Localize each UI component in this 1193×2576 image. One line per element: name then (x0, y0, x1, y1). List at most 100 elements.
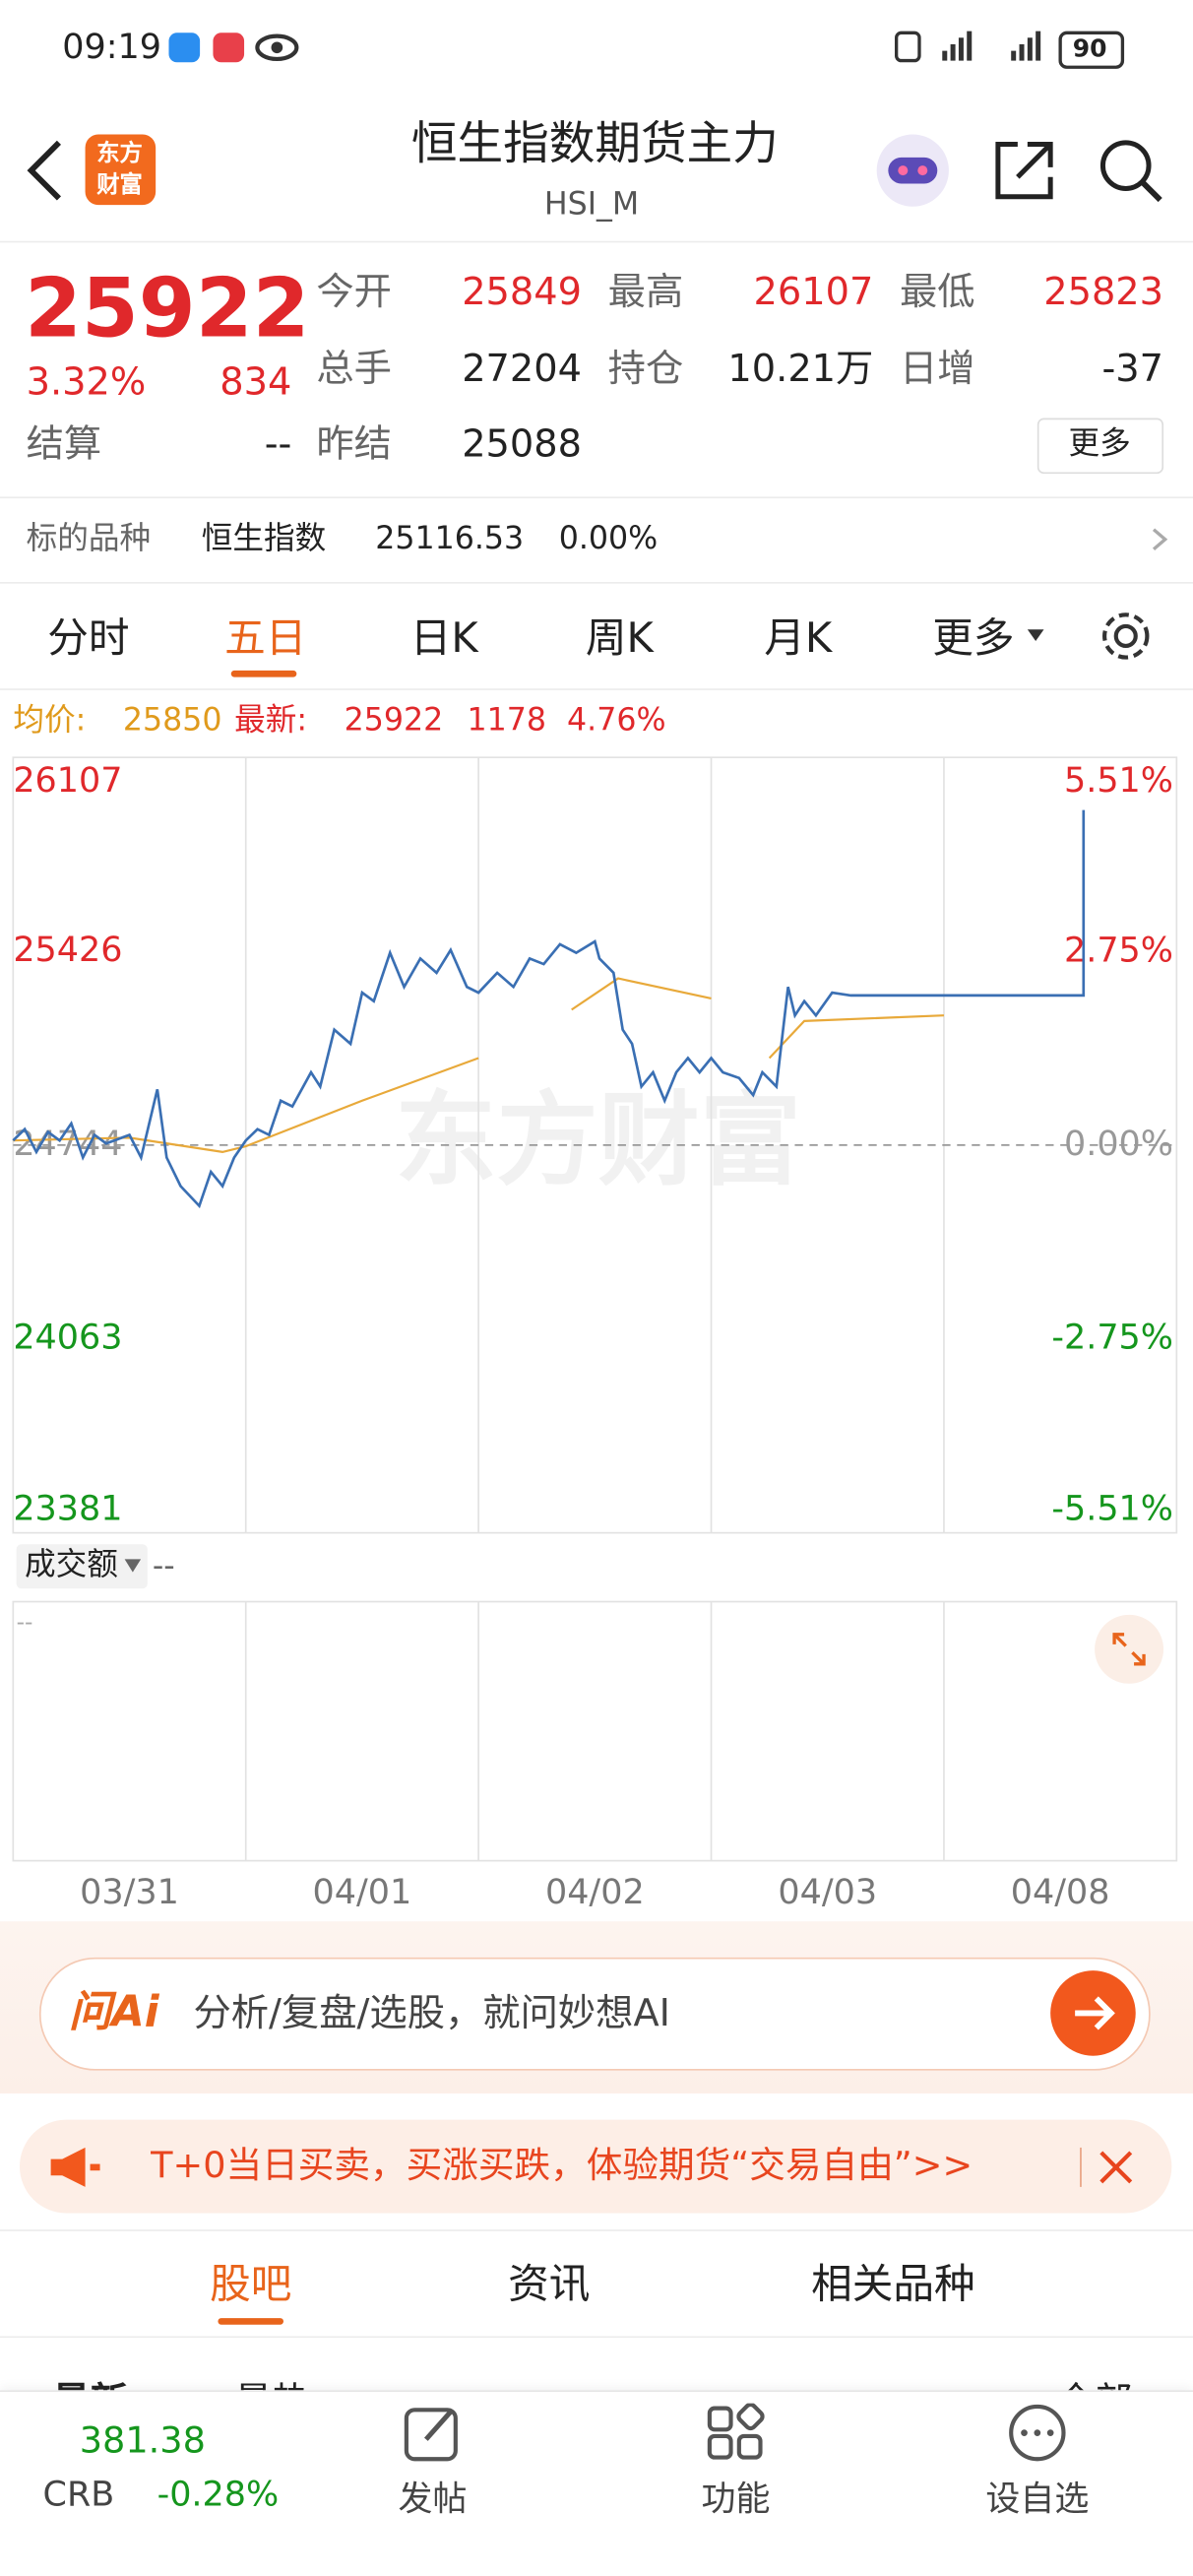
tab[interactable]: 更多 (932, 613, 1015, 662)
avg-price: 25850 (122, 702, 222, 740)
x-tick-label: 04/02 (545, 1873, 645, 1912)
expand-button[interactable] (1093, 1613, 1164, 1685)
nav-item[interactable]: 功能 (701, 2479, 771, 2520)
settings-button[interactable] (1097, 607, 1156, 666)
battery-level: 90 (1072, 33, 1107, 64)
underlying-name: 恒生指数 (201, 520, 327, 557)
ai-placeholder[interactable]: 分析/复盘/选股，就问妙想AI (193, 1992, 670, 2035)
divider (0, 582, 1193, 584)
field-value: 25823 (1043, 271, 1164, 314)
page-title: 恒生指数期货主力 (410, 116, 779, 171)
field-value: 27204 (462, 348, 583, 392)
latest-price: 25922 (344, 702, 444, 740)
divider (0, 240, 1193, 243)
eye-icon (255, 33, 299, 62)
separator (1080, 2147, 1082, 2187)
nav-item[interactable]: 设自选 (985, 2479, 1090, 2520)
ticker-change[interactable]: -0.28% (157, 2475, 280, 2515)
dropdown-arrow (1027, 629, 1044, 641)
dropdown-arrow (124, 1559, 142, 1573)
x-tick-label: 04/03 (778, 1873, 877, 1912)
function-icon[interactable] (707, 2403, 766, 2463)
status-time: 09:19 (62, 27, 162, 67)
underlying-change: 0.00% (558, 520, 659, 557)
tab-underline (218, 2318, 284, 2325)
tab[interactable]: 相关品种 (811, 2259, 975, 2308)
y2-tick-label: 0.00% (1064, 1125, 1173, 1164)
chevron[interactable] (1151, 526, 1170, 552)
close-button[interactable] (1098, 2150, 1134, 2186)
volume-axis-label: -- (16, 1609, 33, 1637)
field-label: 结算 (26, 423, 102, 467)
promo-text[interactable]: T+0当日买卖，买涨买跌，体验期货“交易自由”>> (151, 2146, 973, 2187)
nav-item[interactable]: 发帖 (398, 2479, 468, 2520)
signal-icons (894, 31, 1041, 63)
divider (0, 688, 1193, 690)
tab-underline (230, 670, 297, 677)
latest-pct: 4.76% (567, 702, 666, 740)
tab[interactable]: 资讯 (508, 2259, 591, 2308)
series-line (12, 809, 1086, 1209)
field-label: 最低 (899, 271, 975, 314)
logo-text: 财富 (96, 171, 143, 199)
y2-tick-label: -2.75% (1051, 1318, 1173, 1357)
field-label: 昨结 (316, 423, 392, 467)
x-tick-label: 04/08 (1011, 1873, 1110, 1912)
y-tick-label: 26107 (13, 761, 122, 801)
volume-frame (12, 1600, 1178, 1862)
tab[interactable]: 月K (764, 613, 833, 662)
y2-tick-label: 2.75% (1064, 931, 1173, 970)
tab-active[interactable]: 股吧 (210, 2259, 292, 2308)
y-tick-label: 23381 (13, 1489, 122, 1528)
ai-avatar[interactable] (873, 131, 952, 210)
field-value: 25849 (462, 271, 583, 314)
search-button[interactable] (1097, 136, 1165, 205)
ticker-name[interactable]: CRB (42, 2475, 115, 2515)
ai-submit[interactable] (1048, 1968, 1137, 2057)
y-tick-label: 24063 (13, 1319, 122, 1358)
change-pct: 3.32% (26, 361, 147, 405)
avg-label: 均价: (13, 702, 87, 740)
volume-value: -- (152, 1548, 175, 1585)
y2-tick-label: 5.51% (1064, 761, 1173, 801)
underlying-label: 标的品种 (26, 520, 152, 557)
field-value: -- (264, 423, 292, 467)
field-value: 26107 (753, 271, 874, 314)
promo-banner[interactable] (19, 2119, 1172, 2214)
field-value: 25088 (462, 423, 583, 467)
page-subtitle: HSI_M (543, 185, 640, 223)
divider (0, 2336, 1193, 2339)
more-button[interactable] (1036, 418, 1164, 475)
watchlist-icon[interactable] (1008, 2404, 1067, 2463)
field-label: 日增 (899, 348, 975, 392)
battery (1058, 31, 1125, 69)
ai-logo: 问Ai (68, 1988, 159, 2038)
volume-label[interactable]: 成交额 (24, 1546, 118, 1583)
ai-search-bar[interactable] (38, 1957, 1151, 2071)
back-button[interactable] (23, 138, 65, 204)
field-value: 10.21万 (727, 348, 874, 392)
divider (0, 496, 1193, 499)
tab[interactable]: 日K (409, 613, 478, 662)
latest-label: 最新: (234, 702, 308, 740)
price-chart: 东方财富 03/31 04/01 04/02 04/03 04/08 23381 24063… (12, 756, 1178, 1912)
tab[interactable]: 分时 (47, 613, 130, 662)
field-label: 最高 (607, 271, 684, 314)
x-tick-label: 03/31 (80, 1873, 179, 1912)
last-price: 25922 (24, 260, 310, 356)
y2-tick-label: -5.51% (1051, 1489, 1173, 1528)
underlying-value: 25116.53 (375, 520, 525, 557)
field-label: 总手 (316, 348, 392, 392)
y-tick-label: 25426 (13, 931, 122, 970)
tab[interactable]: 周K (585, 613, 654, 662)
status-icon (168, 32, 201, 63)
more-button-label[interactable]: 更多 (1068, 425, 1131, 462)
share-button[interactable] (991, 138, 1057, 204)
tab-active[interactable]: 五日 (224, 613, 307, 662)
volume-selector[interactable] (16, 1544, 148, 1589)
ticker-value[interactable]: 381.38 (79, 2420, 206, 2463)
change: 834 (220, 361, 292, 405)
post-icon[interactable] (404, 2404, 463, 2463)
